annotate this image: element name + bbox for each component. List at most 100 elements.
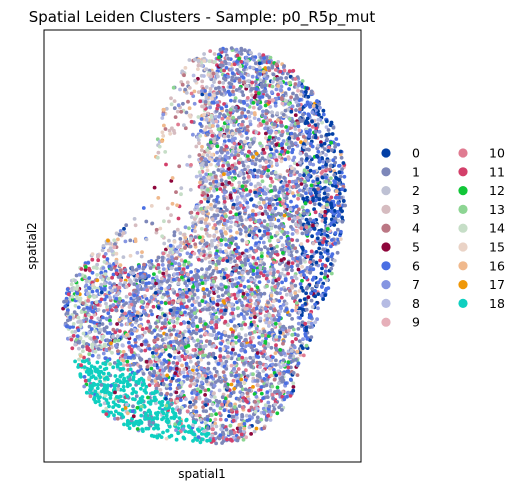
spot-cluster-3 <box>179 240 184 245</box>
spot-cluster-4 <box>273 308 277 313</box>
spot-cluster-5 <box>323 209 328 214</box>
spot-cluster-1 <box>241 163 246 168</box>
spot-cluster-18 <box>104 366 109 371</box>
spot-cluster-6 <box>229 98 233 103</box>
spot-cluster-1 <box>221 432 226 437</box>
spot-cluster-7 <box>262 410 266 415</box>
spot-cluster-18 <box>102 383 107 387</box>
spot-cluster-0 <box>325 248 330 253</box>
spot-cluster-1 <box>259 247 263 252</box>
spot-cluster-0 <box>304 328 309 333</box>
spot-cluster-1 <box>184 110 189 115</box>
spot-cluster-4 <box>183 126 188 131</box>
spot-cluster-5 <box>296 267 301 272</box>
spot-cluster-1 <box>197 301 202 306</box>
spot-cluster-1 <box>239 218 244 223</box>
spot-cluster-1 <box>243 387 248 392</box>
spot-cluster-3 <box>154 230 159 235</box>
spot-cluster-6 <box>218 347 223 351</box>
spot-cluster-1 <box>279 376 283 381</box>
spot-cluster-1 <box>231 414 236 419</box>
spot-cluster-0 <box>335 176 339 181</box>
spot-cluster-1 <box>225 108 229 113</box>
spot-cluster-13 <box>260 333 265 338</box>
spot-cluster-2 <box>277 381 281 385</box>
spot-cluster-18 <box>104 398 109 402</box>
spot-cluster-15 <box>173 350 177 354</box>
spot-cluster-11 <box>221 258 226 262</box>
spot-cluster-7 <box>285 230 290 235</box>
spot-cluster-5 <box>293 113 298 117</box>
spot-cluster-1 <box>234 166 239 171</box>
spot-cluster-4 <box>327 167 332 172</box>
spot-cluster-3 <box>208 86 213 91</box>
spot-cluster-8 <box>324 153 328 157</box>
spot-cluster-18 <box>99 389 104 394</box>
spot-cluster-1 <box>319 134 324 139</box>
spot-cluster-18 <box>144 384 149 389</box>
spot-cluster-2 <box>201 161 205 166</box>
spot-cluster-4 <box>154 227 159 232</box>
spot-cluster-4 <box>243 184 248 189</box>
spot-cluster-3 <box>196 90 201 94</box>
spot-cluster-0 <box>315 177 320 182</box>
spot-cluster-7 <box>278 291 282 295</box>
spot-cluster-1 <box>181 101 185 106</box>
spot-cluster-6 <box>179 305 184 309</box>
spot-cluster-12 <box>259 391 264 396</box>
spot-cluster-6 <box>336 142 341 147</box>
spot-cluster-10 <box>232 141 237 146</box>
spot-cluster-8 <box>278 365 283 369</box>
spot-cluster-6 <box>121 299 125 303</box>
spot-cluster-2 <box>266 235 271 240</box>
spot-cluster-8 <box>249 111 254 115</box>
spot-cluster-9 <box>229 363 234 368</box>
spot-cluster-13 <box>173 422 178 427</box>
spot-cluster-3 <box>175 227 180 232</box>
spot-cluster-7 <box>216 299 220 303</box>
spot-cluster-7 <box>321 159 326 164</box>
spot-cluster-18 <box>155 416 160 421</box>
spot-cluster-7 <box>248 122 253 127</box>
spot-cluster-6 <box>147 347 152 351</box>
spot-cluster-1 <box>224 179 229 184</box>
spot-cluster-1 <box>266 174 270 179</box>
spot-cluster-6 <box>277 190 282 195</box>
spot-cluster-6 <box>90 301 95 305</box>
spot-cluster-11 <box>290 261 295 265</box>
spot-cluster-6 <box>222 139 227 144</box>
spot-cluster-4 <box>197 153 202 157</box>
spot-cluster-9 <box>145 304 149 309</box>
spot-cluster-0 <box>321 197 326 201</box>
spot-cluster-2 <box>251 65 255 70</box>
spot-cluster-15 <box>175 399 180 404</box>
spot-cluster-6 <box>99 287 104 291</box>
spot-cluster-6 <box>272 368 276 372</box>
spot-cluster-0 <box>337 191 342 196</box>
spot-cluster-2 <box>212 137 217 141</box>
spot-cluster-14 <box>78 336 83 341</box>
spot-cluster-1 <box>211 261 215 265</box>
spot-cluster-11 <box>318 258 322 263</box>
spot-cluster-1 <box>260 170 264 175</box>
spot-cluster-0 <box>231 202 236 207</box>
spot-cluster-16 <box>294 305 299 310</box>
spot-cluster-13 <box>240 387 245 392</box>
spot-cluster-16 <box>200 144 204 149</box>
spot-cluster-16 <box>121 349 126 354</box>
spot-cluster-18 <box>120 372 125 377</box>
spot-cluster-0 <box>312 207 316 212</box>
spot-cluster-7 <box>280 327 285 332</box>
spot-cluster-18 <box>121 399 125 404</box>
spot-cluster-11 <box>113 305 118 310</box>
spot-cluster-1 <box>240 90 245 94</box>
spot-cluster-1 <box>190 289 195 293</box>
spot-cluster-16 <box>160 139 165 144</box>
spot-cluster-4 <box>193 242 198 247</box>
spot-cluster-18 <box>92 395 97 400</box>
spot-cluster-8 <box>289 123 294 127</box>
spot-cluster-6 <box>279 143 284 148</box>
spot-cluster-12 <box>275 411 280 416</box>
spot-cluster-6 <box>164 377 169 382</box>
spot-cluster-6 <box>276 318 281 323</box>
